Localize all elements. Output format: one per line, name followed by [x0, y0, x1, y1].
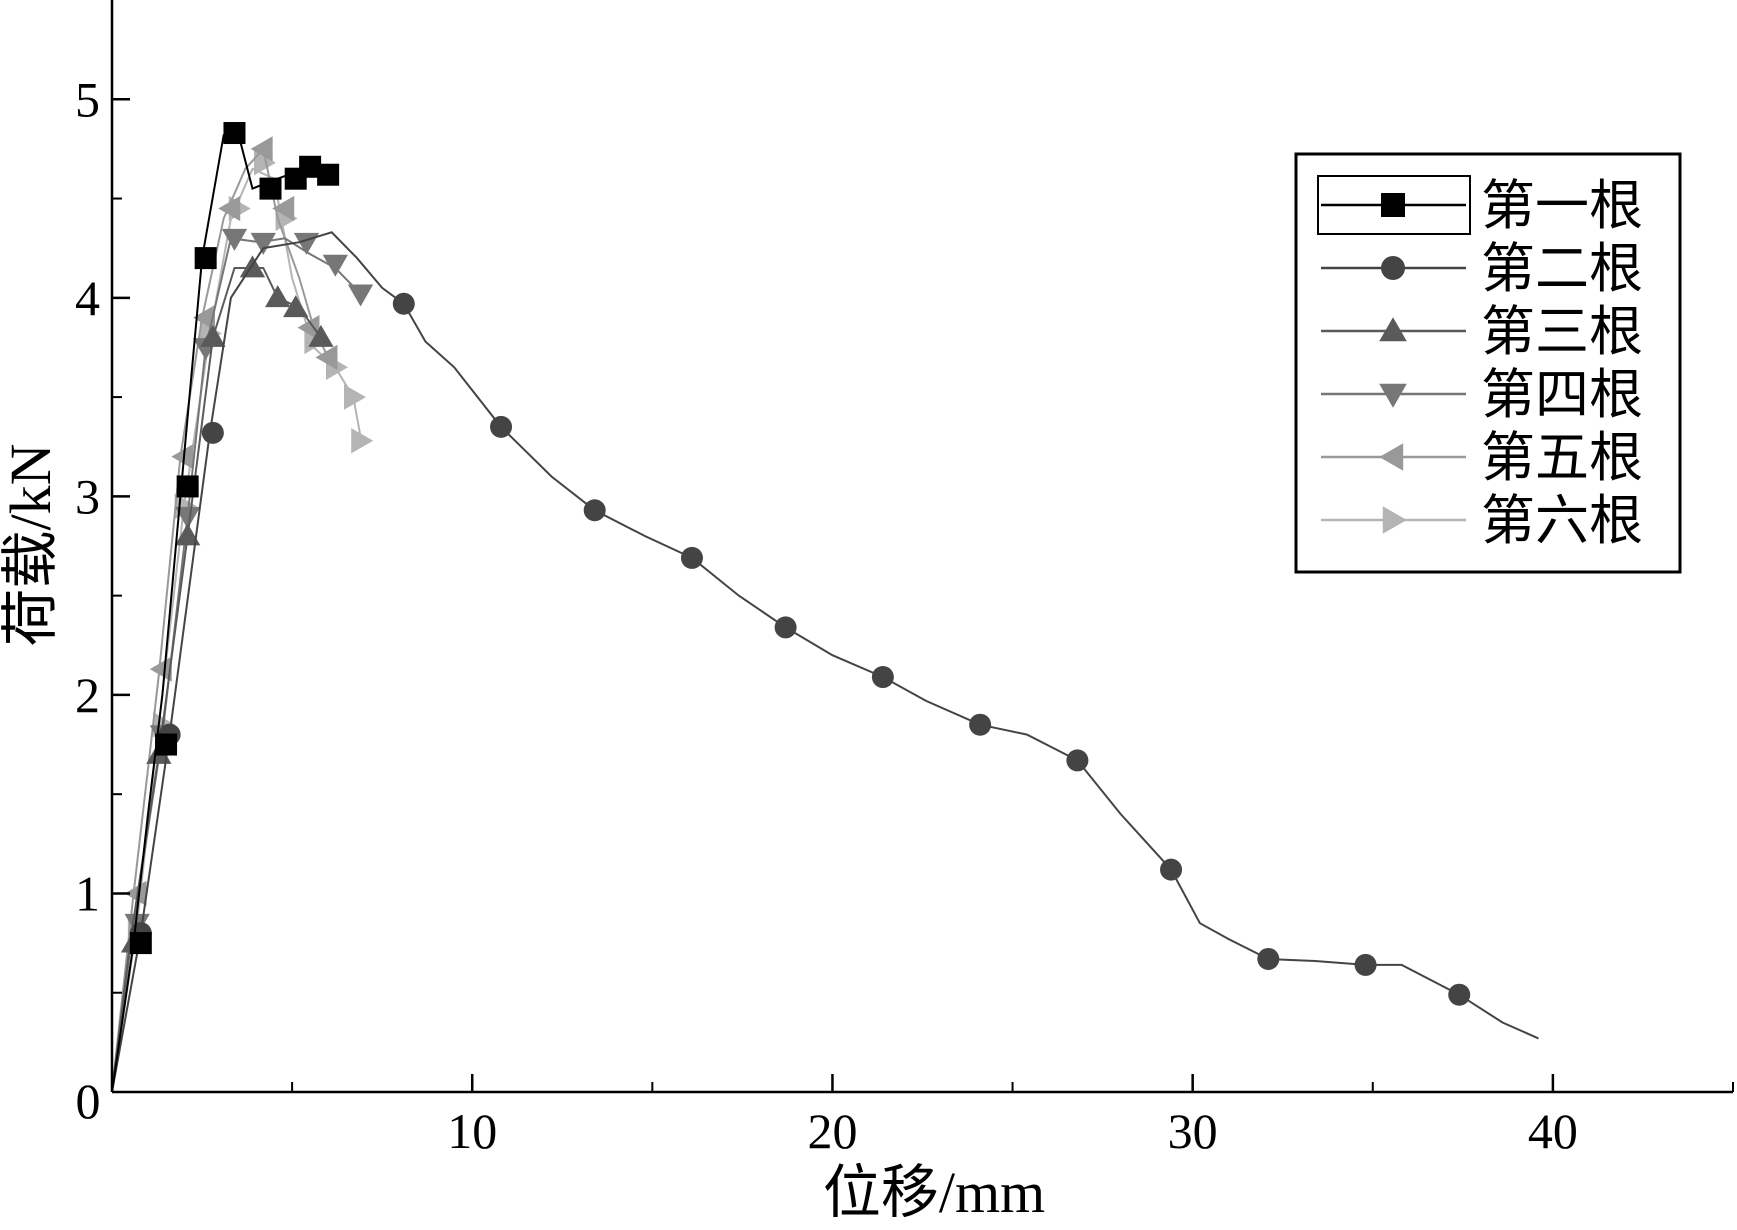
data-point — [1160, 858, 1183, 881]
legend-marker — [1381, 193, 1405, 217]
y-tick-label: 2 — [75, 667, 100, 723]
data-point — [583, 499, 606, 522]
data-point — [259, 177, 282, 200]
legend-item: 第六根 — [1321, 489, 1643, 552]
data-point — [299, 155, 322, 178]
data-point — [351, 428, 374, 454]
data-point — [392, 292, 415, 315]
legend-label: 第三根 — [1481, 300, 1643, 363]
axes: 10 20 30 40 1 2 3 4 5 0 — [75, 0, 1734, 1159]
data-point — [1066, 749, 1089, 772]
series-5 — [111, 136, 338, 1093]
y-tick-label: 1 — [75, 865, 100, 921]
plot-series — [111, 122, 1539, 1093]
data-point — [193, 305, 216, 331]
data-point — [308, 324, 334, 347]
legend-selection-frame — [1317, 175, 1471, 235]
data-point — [194, 247, 217, 270]
data-point — [315, 344, 338, 371]
legend-marker — [1379, 383, 1407, 408]
legend-marker — [1381, 256, 1405, 280]
data-point — [774, 616, 797, 639]
data-point — [347, 284, 374, 307]
data-point — [171, 444, 194, 470]
data-point — [200, 324, 226, 347]
data-point — [174, 506, 201, 529]
data-point — [223, 122, 246, 145]
data-point — [680, 546, 703, 569]
data-point — [155, 733, 178, 756]
series-1 — [111, 122, 340, 1093]
data-point — [490, 415, 513, 438]
data-point — [250, 232, 276, 255]
data-point — [250, 136, 273, 162]
legend-item: 第三根 — [1321, 300, 1643, 363]
data-point — [322, 254, 348, 277]
data-point — [218, 195, 241, 222]
y-axis-title: 荷载/kN — [0, 443, 63, 646]
data-point — [176, 475, 199, 498]
data-point — [1354, 953, 1377, 976]
legend-marker — [1379, 443, 1404, 471]
x-tick-label: 40 — [1528, 1103, 1578, 1159]
data-point — [129, 932, 152, 955]
data-point — [317, 163, 340, 186]
data-point — [201, 421, 224, 444]
series-line — [111, 237, 362, 1093]
series-3 — [111, 255, 334, 1093]
legend-item: 第二根 — [1321, 237, 1643, 300]
legend-marker — [1379, 317, 1407, 342]
data-point — [293, 232, 320, 255]
data-point — [221, 228, 248, 251]
data-point — [283, 295, 309, 318]
legend-label: 第一根 — [1481, 174, 1643, 237]
data-point — [871, 666, 894, 689]
y-tick-label: 5 — [75, 71, 100, 127]
data-point — [297, 314, 320, 341]
y-tick-label: 3 — [75, 468, 100, 524]
data-point — [265, 285, 291, 308]
legend-item: 第五根 — [1321, 426, 1643, 489]
data-point — [272, 195, 295, 222]
series-line — [111, 146, 330, 1093]
data-point — [1448, 983, 1471, 1006]
data-point — [1257, 947, 1280, 970]
x-tick-label: 30 — [1168, 1103, 1218, 1159]
legend-label: 第二根 — [1481, 237, 1643, 300]
legend-label: 第六根 — [1481, 489, 1643, 552]
data-point — [174, 523, 201, 546]
data-point — [253, 150, 276, 176]
data-point — [969, 713, 992, 736]
data-point — [124, 880, 147, 907]
legend-label: 第五根 — [1481, 426, 1643, 489]
series-line — [111, 267, 329, 1093]
legend-label: 第四根 — [1481, 363, 1643, 426]
legend-item: 第四根 — [1321, 363, 1643, 426]
y-tick-label: 4 — [75, 270, 100, 326]
x-tick-label: 20 — [807, 1103, 857, 1159]
x-tick-label: 10 — [447, 1103, 497, 1159]
origin-tick-label: 0 — [76, 1073, 101, 1129]
legend-box — [1294, 152, 1682, 574]
data-point — [343, 384, 366, 410]
x-axis-title: 位移/mm — [823, 1160, 1045, 1225]
legend-marker — [1382, 506, 1407, 534]
legend-item: 第一根 — [1321, 174, 1643, 237]
